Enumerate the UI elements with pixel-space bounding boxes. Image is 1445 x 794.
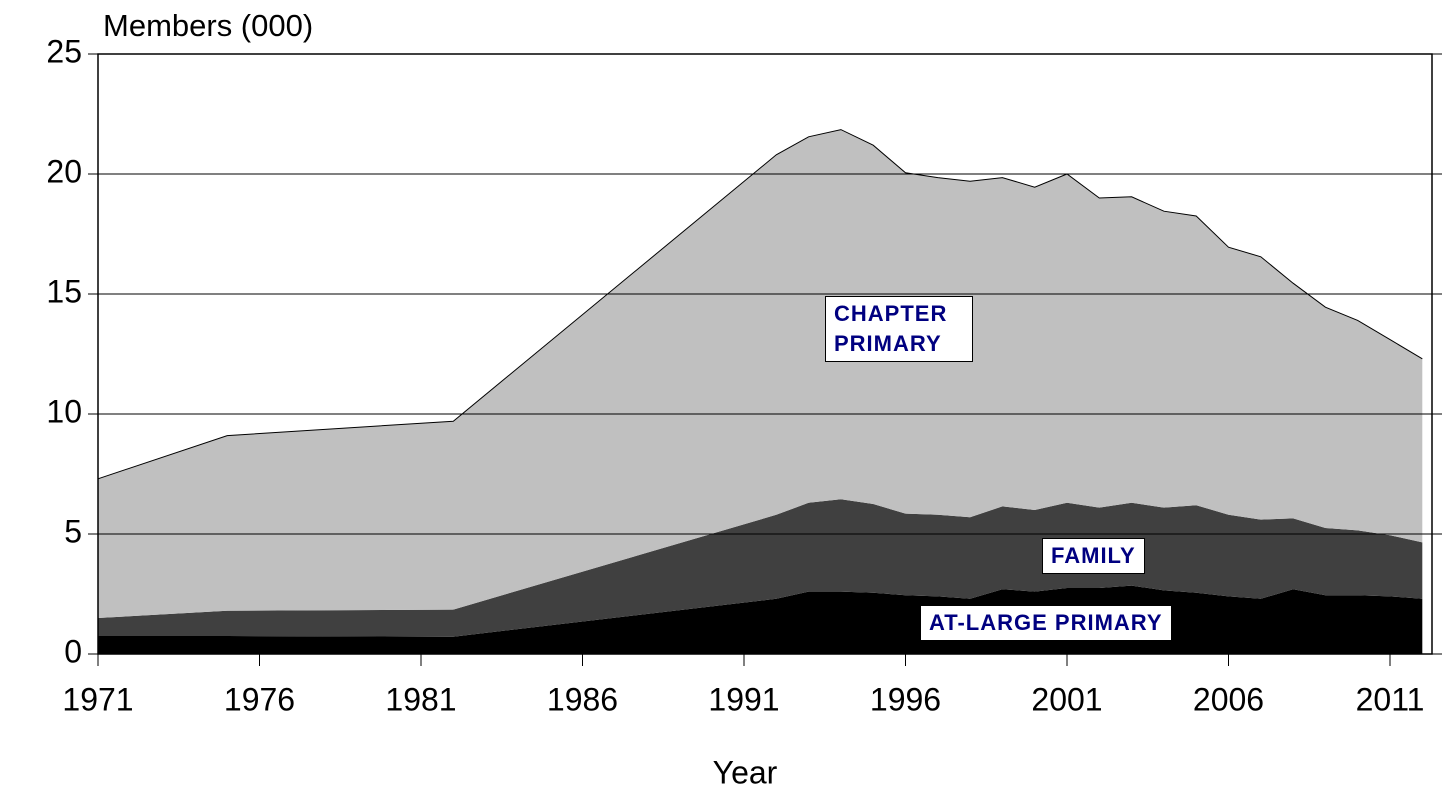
x-tick-label: 1986 <box>547 681 618 717</box>
y-tick-label: 0 <box>64 633 82 669</box>
x-tick-label: 1981 <box>385 681 456 717</box>
x-axis-label: Year <box>713 754 778 790</box>
y-tick-label: 25 <box>46 33 82 69</box>
y-tick-label: 20 <box>46 153 82 189</box>
y-tick-label: 10 <box>46 393 82 429</box>
chart-title: Members (000) <box>103 8 313 43</box>
x-tick-label: 2006 <box>1193 681 1264 717</box>
series-label: CHAPTER PRIMARY <box>825 296 973 362</box>
area <box>98 129 1423 618</box>
x-tick-label: 1996 <box>870 681 941 717</box>
y-tick-label: 15 <box>46 273 82 309</box>
series-label: AT-LARGE PRIMARY <box>920 605 1172 641</box>
x-tick-label: 1976 <box>224 681 295 717</box>
x-tick-label: 1991 <box>708 681 779 717</box>
x-tick-label: 1971 <box>62 681 133 717</box>
plot-frame <box>97 53 1433 655</box>
area-outline <box>97 129 1423 480</box>
x-tick-label: 2001 <box>1031 681 1102 717</box>
x-tick-label: 2011 <box>1356 681 1425 717</box>
y-tick-label: 5 <box>64 513 82 549</box>
series-label: FAMILY <box>1042 538 1145 574</box>
